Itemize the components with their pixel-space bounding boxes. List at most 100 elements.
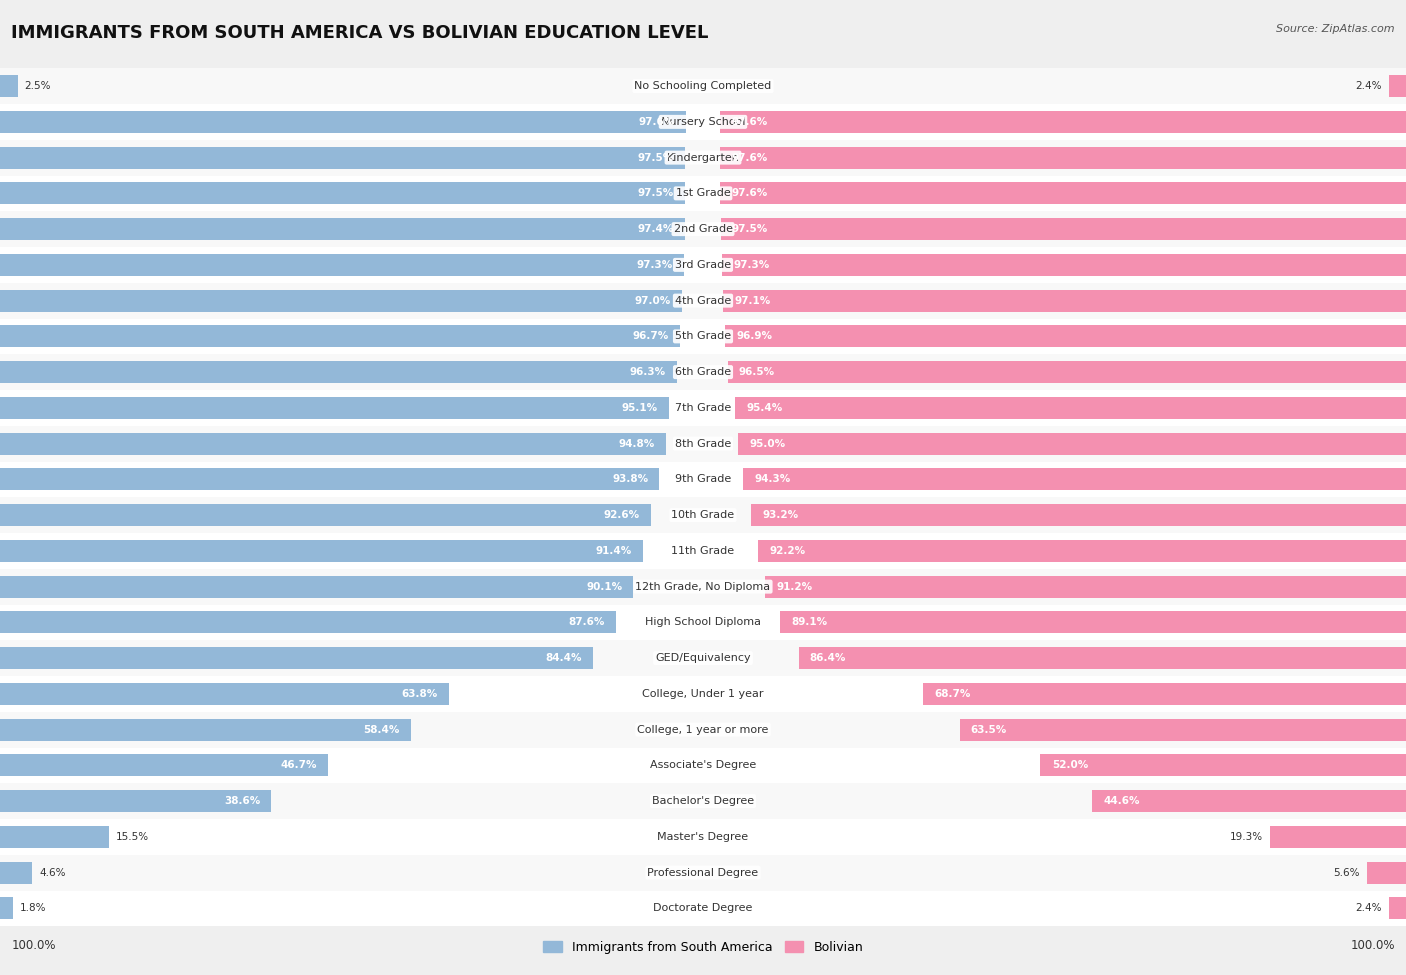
- Text: 6th Grade: 6th Grade: [675, 368, 731, 377]
- Bar: [0, 647, 593, 669]
- Bar: [1367, 862, 1406, 883]
- Bar: [0, 182, 686, 205]
- Text: 94.8%: 94.8%: [619, 439, 655, 448]
- Text: 11th Grade: 11th Grade: [672, 546, 734, 556]
- Text: 97.4%: 97.4%: [637, 224, 673, 234]
- Bar: [738, 433, 1406, 454]
- Bar: [0, 755, 329, 776]
- Bar: [0, 497, 1406, 533]
- Text: 5th Grade: 5th Grade: [675, 332, 731, 341]
- Bar: [960, 719, 1406, 741]
- Bar: [1389, 75, 1406, 98]
- Text: 91.2%: 91.2%: [776, 582, 813, 592]
- Text: 8th Grade: 8th Grade: [675, 439, 731, 448]
- Text: 97.6%: 97.6%: [731, 188, 768, 198]
- Text: 89.1%: 89.1%: [790, 617, 827, 627]
- Text: 97.0%: 97.0%: [634, 295, 671, 305]
- Text: 97.1%: 97.1%: [734, 295, 770, 305]
- Text: 84.4%: 84.4%: [546, 653, 582, 663]
- Text: 44.6%: 44.6%: [1104, 797, 1140, 806]
- Text: 97.3%: 97.3%: [637, 260, 673, 270]
- Bar: [0, 139, 1406, 176]
- Text: 9th Grade: 9th Grade: [675, 475, 731, 485]
- Bar: [728, 361, 1406, 383]
- Bar: [0, 533, 1406, 568]
- Text: 93.8%: 93.8%: [612, 475, 648, 485]
- Bar: [0, 641, 1406, 676]
- Text: 58.4%: 58.4%: [363, 724, 399, 734]
- Text: 63.8%: 63.8%: [401, 689, 437, 699]
- Text: 93.2%: 93.2%: [762, 510, 799, 520]
- Text: Nursery School: Nursery School: [661, 117, 745, 127]
- Bar: [0, 819, 1406, 855]
- Bar: [0, 461, 1406, 497]
- Bar: [0, 426, 1406, 461]
- Text: 97.3%: 97.3%: [734, 260, 769, 270]
- Bar: [0, 504, 651, 526]
- Text: College, Under 1 year: College, Under 1 year: [643, 689, 763, 699]
- Bar: [720, 111, 1406, 133]
- Text: 15.5%: 15.5%: [115, 832, 149, 841]
- Bar: [0, 604, 1406, 641]
- Bar: [0, 682, 449, 705]
- Bar: [0, 890, 1406, 926]
- Text: 96.5%: 96.5%: [740, 368, 775, 377]
- Text: Source: ZipAtlas.com: Source: ZipAtlas.com: [1277, 24, 1395, 34]
- Text: 63.5%: 63.5%: [970, 724, 1007, 734]
- Bar: [0, 254, 685, 276]
- Text: 92.6%: 92.6%: [603, 510, 640, 520]
- Text: 97.5%: 97.5%: [731, 224, 768, 234]
- Text: Professional Degree: Professional Degree: [647, 868, 759, 878]
- Text: 97.6%: 97.6%: [731, 117, 768, 127]
- Text: 2.4%: 2.4%: [1355, 81, 1382, 91]
- Text: 90.1%: 90.1%: [586, 582, 621, 592]
- Text: Doctorate Degree: Doctorate Degree: [654, 904, 752, 914]
- Legend: Immigrants from South America, Bolivian: Immigrants from South America, Bolivian: [538, 936, 868, 959]
- Text: 4th Grade: 4th Grade: [675, 295, 731, 305]
- Text: Kindergarten: Kindergarten: [666, 153, 740, 163]
- Text: 96.7%: 96.7%: [633, 332, 669, 341]
- Text: 96.9%: 96.9%: [737, 332, 772, 341]
- Bar: [0, 354, 1406, 390]
- Bar: [0, 247, 1406, 283]
- Bar: [0, 283, 1406, 319]
- Bar: [780, 611, 1406, 634]
- Text: 87.6%: 87.6%: [568, 617, 605, 627]
- Bar: [751, 504, 1406, 526]
- Text: 97.6%: 97.6%: [731, 153, 768, 163]
- Bar: [0, 390, 1406, 426]
- Text: 95.4%: 95.4%: [747, 403, 783, 412]
- Bar: [1092, 790, 1406, 812]
- Bar: [0, 290, 682, 312]
- Text: 46.7%: 46.7%: [281, 760, 318, 770]
- Text: 52.0%: 52.0%: [1052, 760, 1088, 770]
- Text: Associate's Degree: Associate's Degree: [650, 760, 756, 770]
- Text: 38.6%: 38.6%: [224, 797, 260, 806]
- Bar: [0, 111, 686, 133]
- Bar: [799, 647, 1406, 669]
- Bar: [0, 790, 271, 812]
- Bar: [924, 682, 1406, 705]
- Text: 12th Grade, No Diploma: 12th Grade, No Diploma: [636, 582, 770, 592]
- Text: GED/Equivalency: GED/Equivalency: [655, 653, 751, 663]
- Text: 97.5%: 97.5%: [638, 188, 675, 198]
- Bar: [0, 468, 659, 490]
- Bar: [0, 855, 1406, 890]
- Bar: [0, 68, 1406, 104]
- Bar: [1271, 826, 1406, 848]
- Bar: [0, 897, 13, 919]
- Bar: [0, 212, 1406, 247]
- Bar: [0, 719, 411, 741]
- Bar: [0, 397, 669, 419]
- Text: 4.6%: 4.6%: [39, 868, 66, 878]
- Text: College, 1 year or more: College, 1 year or more: [637, 724, 769, 734]
- Bar: [0, 75, 17, 98]
- Text: High School Diploma: High School Diploma: [645, 617, 761, 627]
- Bar: [720, 182, 1406, 205]
- Text: Master's Degree: Master's Degree: [658, 832, 748, 841]
- Bar: [720, 146, 1406, 169]
- Text: 97.5%: 97.5%: [638, 153, 675, 163]
- Text: 5.6%: 5.6%: [1333, 868, 1360, 878]
- Text: 100.0%: 100.0%: [11, 939, 56, 953]
- Bar: [0, 361, 678, 383]
